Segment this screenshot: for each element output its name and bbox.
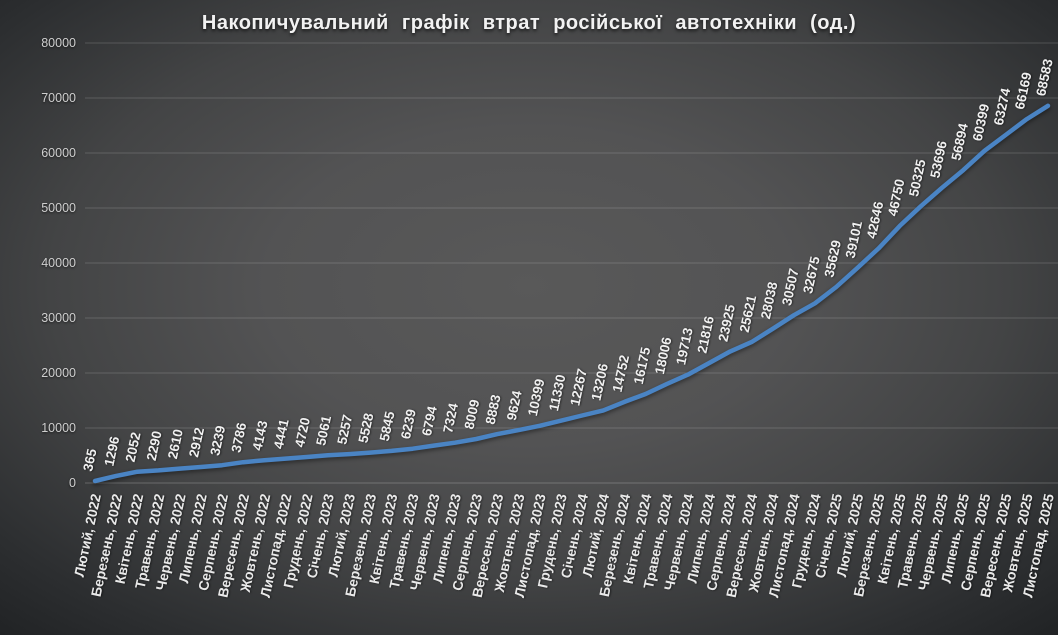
y-tick-label: 50000 [41, 201, 76, 215]
data-label: 60399 [970, 103, 992, 143]
data-label: 53696 [927, 139, 950, 179]
data-label: 35629 [821, 239, 843, 279]
data-label: 50325 [906, 158, 929, 198]
y-tick-label: 40000 [41, 256, 76, 270]
y-tick-label: 60000 [41, 146, 76, 160]
data-labels: 365 1296 2052 2290 2610 2912 3239 3786 4143 4441 4… [80, 57, 1056, 473]
data-label: 56894 [949, 121, 972, 161]
series-line-losses [92, 103, 1051, 484]
data-label: 42646 [864, 200, 887, 240]
data-label: 6239 [398, 408, 419, 441]
gridlines [85, 42, 1058, 484]
data-label: 28038 [758, 280, 781, 320]
data-label: 16175 [631, 345, 654, 385]
data-label: 11330 [546, 373, 568, 412]
data-label: 19713 [673, 326, 696, 366]
data-label: 23925 [716, 303, 739, 343]
y-tick-label: 80000 [41, 36, 76, 50]
data-label: 2052 [123, 431, 144, 464]
data-label: 2290 [144, 430, 165, 463]
data-label: 5528 [356, 411, 377, 444]
data-label: 10399 [525, 378, 547, 418]
data-label: 8009 [461, 398, 482, 431]
data-label: 2610 [165, 428, 186, 461]
data-label: 13206 [589, 362, 612, 402]
data-label: 32675 [800, 255, 823, 295]
data-label: 7324 [440, 401, 461, 434]
data-label: 25621 [737, 293, 760, 333]
data-label: 68583 [1033, 57, 1056, 97]
y-tick-label: 20000 [41, 366, 76, 380]
data-label: 5257 [334, 413, 355, 446]
data-label: 365 [80, 447, 99, 473]
data-label: 8883 [483, 393, 504, 426]
data-label: 21816 [694, 314, 717, 354]
data-label: 2912 [186, 426, 207, 459]
data-label: 3786 [228, 421, 249, 454]
data-label: 63274 [991, 86, 1014, 126]
data-label: 3239 [207, 424, 228, 457]
y-axis-tick-labels: 0 10000 20000 30000 40000 50000 60000 70000 8000… [41, 36, 76, 490]
data-label: 4143 [250, 419, 271, 452]
data-label: 4441 [271, 417, 292, 450]
data-label: 9624 [504, 389, 525, 422]
y-tick-label: 10000 [41, 421, 76, 435]
data-label: 14752 [610, 354, 632, 394]
data-label: 5061 [313, 414, 334, 447]
data-label: 6794 [419, 404, 440, 437]
y-tick-label: 70000 [41, 91, 76, 105]
data-label: 4720 [292, 416, 313, 449]
data-label: 66169 [1012, 71, 1034, 111]
data-label: 1296 [101, 435, 122, 468]
data-label: 30507 [779, 267, 801, 307]
data-label: 18006 [652, 335, 675, 375]
y-tick-label: 30000 [41, 311, 76, 325]
y-tick-label: 0 [69, 476, 76, 490]
data-label: 5845 [377, 410, 398, 443]
data-label: 46750 [885, 178, 907, 218]
chart-title: Накопичувальний графік втрат російської … [201, 12, 857, 34]
data-label: 39101 [843, 219, 866, 259]
